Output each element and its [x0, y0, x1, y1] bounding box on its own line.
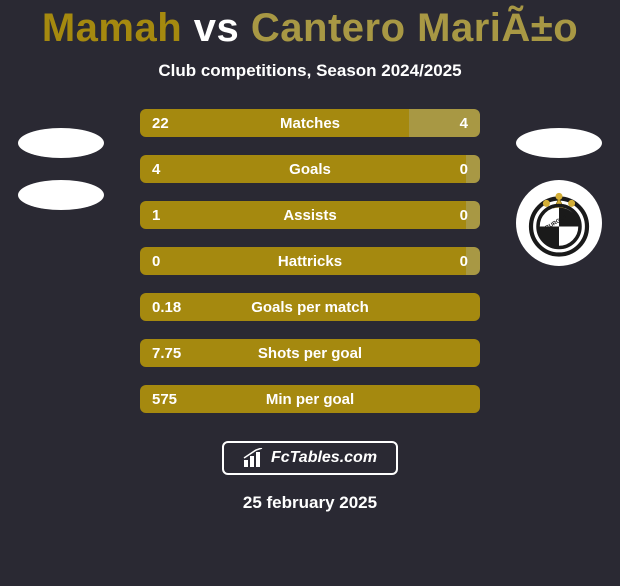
stat-row: 575Min per goal: [140, 385, 480, 413]
stat-label: Assists: [140, 207, 480, 224]
player2-nation-badge-placeholder: [516, 128, 602, 158]
vs-text: vs: [194, 6, 240, 50]
stat-row: 7.75Shots per goal: [140, 339, 480, 367]
stat-row: 4Goals0: [140, 155, 480, 183]
stat-row: 0Hattricks0: [140, 247, 480, 275]
stat-row: 22Matches4: [140, 109, 480, 137]
player1-nation-badge-placeholder: [18, 180, 104, 210]
stat-label: Min per goal: [140, 391, 480, 408]
stat-label: Goals per match: [140, 299, 480, 316]
stat-label: Hattricks: [140, 253, 480, 270]
player1-club-badge-placeholder: [18, 128, 104, 158]
subtitle: Club competitions, Season 2024/2025: [0, 61, 620, 81]
player2-club-badge: BURGOS: [516, 180, 602, 266]
brand-chart-icon: [243, 448, 265, 468]
footer-date: 25 february 2025: [0, 493, 620, 513]
stat-label: Shots per goal: [140, 345, 480, 362]
page-title: Mamah vs Cantero MariÃ±o: [0, 6, 620, 51]
stat-label: Matches: [140, 115, 480, 132]
brand-pill[interactable]: FcTables.com: [222, 441, 398, 475]
stat-value-right: 4: [460, 115, 468, 132]
stat-value-right: 0: [460, 207, 468, 224]
stat-value-right: 0: [460, 161, 468, 178]
stat-row: 1Assists0: [140, 201, 480, 229]
stat-value-right: 0: [460, 253, 468, 270]
player1-name: Mamah: [42, 6, 182, 50]
club-crest-icon: BURGOS: [524, 188, 594, 258]
stat-row: 0.18Goals per match: [140, 293, 480, 321]
left-badges: [18, 128, 104, 210]
stats-table: 22Matches44Goals01Assists00Hattricks00.1…: [140, 109, 480, 413]
right-badges: BURGOS: [516, 128, 602, 266]
brand-name: FcTables.com: [271, 449, 377, 467]
player2-name: Cantero MariÃ±o: [251, 6, 578, 50]
stat-label: Goals: [140, 161, 480, 178]
